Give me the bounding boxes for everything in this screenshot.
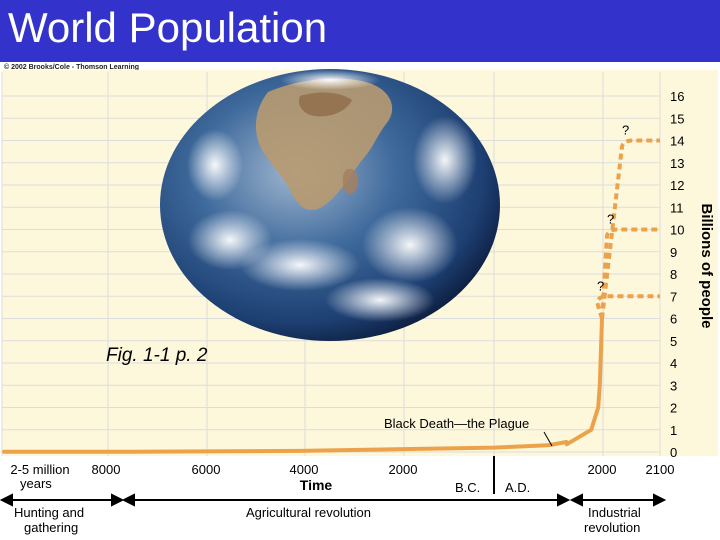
period-industrial-line2: revolution — [584, 520, 640, 535]
y-tick-label: 5 — [670, 334, 677, 349]
x-tick-label: 4000 — [290, 462, 319, 477]
y-tick-label: 14 — [670, 134, 684, 149]
y-tick-label: 13 — [670, 156, 684, 171]
earth-image — [160, 69, 500, 341]
projection-question-mark: ? — [607, 212, 614, 227]
y-tick-label: 2 — [670, 401, 677, 416]
projection-lines: ??? — [594, 123, 660, 320]
x-axis-label: Time — [300, 477, 333, 493]
period-arrows — [0, 493, 667, 507]
period-industrial-line1: Industrial — [588, 505, 641, 520]
projection-line — [594, 294, 660, 320]
y-tick-label: 11 — [670, 200, 684, 215]
period-hunting-line2: gathering — [24, 520, 78, 535]
copyright-notice: © 2002 Brooks/Cole - Thomson Learning — [4, 64, 140, 71]
y-tick-label: 16 — [670, 89, 684, 104]
x-tick-labels: 2-5 million 8000 6000 4000 2000 2000 2100 — [10, 462, 674, 477]
x-tick-label: 2000 — [389, 462, 418, 477]
projection-question-mark: ? — [622, 123, 629, 138]
era-ad-label: A.D. — [505, 480, 530, 495]
projection-question-mark: ? — [597, 278, 604, 293]
y-tick-label: 12 — [670, 178, 684, 193]
x-tick-label: 2000 — [588, 462, 617, 477]
x-tick-label: 6000 — [192, 462, 221, 477]
x-tick-label: 2-5 million — [10, 462, 69, 477]
y-tick-label: 7 — [670, 289, 677, 304]
x-tick-label: 8000 — [92, 462, 121, 477]
population-curve — [2, 316, 604, 454]
y-tick-label: 10 — [670, 223, 684, 238]
y-tick-label: 15 — [670, 111, 684, 126]
projection-line — [600, 227, 660, 319]
period-labels: Hunting and gathering Agricultural revol… — [14, 505, 641, 535]
y-axis-label: Billions of people — [698, 203, 715, 328]
plague-annotation: Black Death—the Plague — [384, 416, 529, 431]
y-tick-label: 0 — [670, 445, 677, 460]
page-title: World Population — [8, 4, 328, 51]
y-tick-label: 9 — [670, 245, 677, 260]
y-tick-label: 3 — [670, 378, 677, 393]
era-bc-label: B.C. — [455, 480, 480, 495]
y-tick-label: 4 — [670, 356, 677, 371]
figure-reference: Fig. 1-1 p. 2 — [106, 345, 208, 366]
title-bar: World Population — [0, 0, 720, 62]
projection-line — [600, 138, 660, 319]
x-tick-label: 2100 — [646, 462, 675, 477]
period-agricultural: Agricultural revolution — [246, 505, 371, 520]
period-hunting-line1: Hunting and — [14, 505, 84, 520]
plague-pointer — [543, 431, 553, 447]
y-tick-label: 8 — [670, 267, 677, 282]
y-tick-label: 1 — [670, 423, 677, 438]
y-tick-label: 6 — [670, 312, 677, 327]
x-tick-sublabel: years — [20, 476, 52, 491]
